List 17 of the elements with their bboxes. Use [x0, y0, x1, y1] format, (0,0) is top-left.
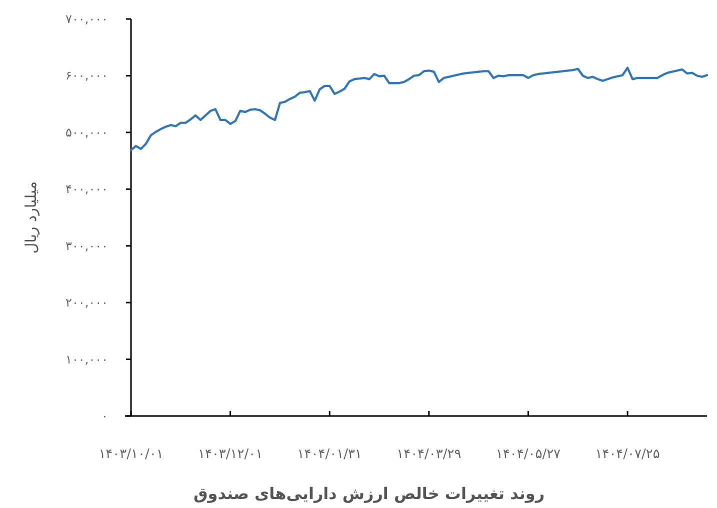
- y-tick-label: ۱۰۰,۰۰۰: [66, 352, 108, 366]
- x-tick-label: ۱۴۰۳/۱۰/۰۱: [98, 447, 164, 462]
- x-tick-label: ۱۴۰۴/۰۱/۳۱: [297, 447, 362, 462]
- y-tick-label: ۷۰۰,۰۰۰: [66, 12, 108, 26]
- y-tick-label: ۵۰۰,۰۰۰: [66, 125, 108, 140]
- x-tick-label: ۱۴۰۳/۱۲/۰۱: [198, 447, 263, 462]
- x-tick-label: ۱۴۰۴/۰۵/۲۷: [496, 447, 561, 462]
- line-series: [130, 66, 708, 152]
- y-axis-title: میلیارد ریال: [22, 181, 40, 254]
- x-tick-label: ۱۴۰۴/۰۳/۲۹: [396, 447, 462, 462]
- text: روند تغییرات خالص ارزش دارایی‌های صندوق: [193, 484, 545, 503]
- y-tick-label: ۰: [102, 409, 108, 423]
- x-tick-label: ۱۴۰۴/۰۷/۲۵: [595, 447, 660, 462]
- y-tick-label: ۴۰۰,۰۰۰: [66, 182, 108, 196]
- y-tick-label: ۲۰۰,۰۰۰: [66, 296, 108, 310]
- y-tick-label: ۳۰۰,۰۰۰: [66, 238, 108, 253]
- y-tick-label: ۶۰۰,۰۰۰: [66, 68, 108, 83]
